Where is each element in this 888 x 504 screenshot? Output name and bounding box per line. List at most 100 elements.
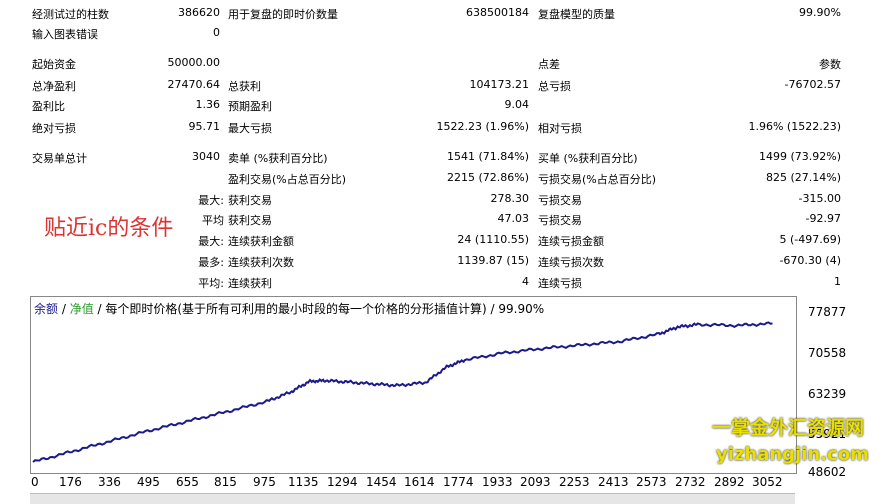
x-tick-label: 2253	[559, 475, 590, 489]
x-tick-label: 3052	[752, 475, 783, 489]
prefix-largest: 最大:	[198, 194, 224, 207]
label-average-consecutive-wins: 连续获利	[228, 277, 272, 290]
value-initial-deposit: 50000.00	[167, 56, 221, 69]
label-average-loss-trade: 亏损交易	[538, 214, 582, 227]
value-consecutive-wins-money: 24 (1110.55)	[457, 233, 529, 246]
label-largest-profit-trade: 获利交易	[228, 194, 272, 207]
y-tick-label: 70558	[808, 346, 847, 360]
x-tick-label: 1294	[327, 475, 358, 489]
label-expected-payoff: 预期盈利	[228, 100, 272, 113]
label-total-trades: 交易单总计	[32, 152, 87, 165]
label-gross-profit: 总获利	[228, 80, 261, 93]
y-tick-label: 77877	[808, 305, 847, 319]
value-expected-payoff: 9.04	[504, 98, 530, 111]
label-short-positions: 卖单 (%获利百分比)	[228, 152, 328, 165]
overlay-annotation: 贴近ic的条件	[44, 216, 174, 241]
value-maximal-drawdown: 1522.23 (1.96%)	[436, 120, 529, 133]
label-consecutive-wins-money: 连续获利金额	[228, 235, 294, 248]
value-largest-loss-trade: -315.00	[798, 192, 841, 205]
label-bars-tested: 经测试过的柱数	[32, 8, 109, 21]
label-initial-deposit: 起始资金	[32, 58, 76, 71]
value-average-consecutive-wins: 4	[522, 275, 529, 288]
y-tick-label: 48602	[808, 465, 847, 479]
x-tick-label: 336	[98, 475, 121, 489]
value-ticks-modelled: 638500184	[466, 6, 529, 19]
legend-balance: 余额	[34, 302, 59, 316]
value-absolute-drawdown: 95.71	[188, 120, 221, 133]
x-tick-label: 2093	[520, 475, 551, 489]
y-tick-label: 63239	[808, 387, 847, 401]
legend-separator: /	[58, 302, 70, 316]
value-average-consecutive-losses: 1	[834, 275, 841, 288]
brand-url: yizhangjin.com	[716, 444, 869, 465]
x-tick-label: 1454	[366, 475, 397, 489]
prefix-average: 平均	[202, 214, 224, 227]
label-long-positions: 买单 (%获利百分比)	[538, 152, 638, 165]
x-tick-label: 2892	[714, 475, 745, 489]
x-tick-label: 2413	[598, 475, 629, 489]
label-total-net-profit: 总净盈利	[32, 80, 76, 93]
prefix-maximal: 最多:	[198, 256, 224, 269]
label-modelling-quality: 复盘模型的质量	[538, 8, 615, 21]
y-tick-label: 55921	[808, 427, 847, 441]
prefix-maximum: 最大:	[198, 235, 224, 248]
value-total-trades: 3040	[192, 150, 220, 163]
label-absolute-drawdown: 绝对亏损	[32, 122, 76, 135]
value-total-net-profit: 27470.64	[167, 78, 221, 91]
legend-description: / 每个即时价格(基于所有可利用的最小时段的每一个价格的分形插值计算) / 99…	[93, 302, 545, 316]
value-gross-profit: 104173.21	[469, 78, 530, 91]
label-average-consecutive-losses: 连续亏损	[538, 277, 582, 290]
equity-chart	[30, 296, 797, 474]
value-profit-factor: 1.36	[195, 98, 221, 111]
value-bars-tested: 386620	[178, 6, 220, 19]
value-short-positions: 1541 (71.84%)	[446, 150, 529, 163]
label-gross-loss: 总亏损	[538, 80, 571, 93]
x-tick-label: 975	[253, 475, 276, 489]
value-loss-trades: 825 (27.14%)	[765, 171, 841, 184]
label-loss-trades: 亏损交易(%占总百分比)	[538, 173, 657, 186]
x-tick-label: 176	[59, 475, 82, 489]
value-mismatched-chart-errors: 0	[213, 26, 220, 39]
x-tick-label: 1135	[288, 475, 319, 489]
value-gross-loss: -76702.57	[784, 78, 841, 91]
value-consecutive-loss-count: -670.30 (4)	[779, 254, 841, 267]
x-tick-label: 495	[137, 475, 160, 489]
label-maximal-drawdown: 最大亏损	[228, 122, 272, 135]
label-ticks-modelled: 用于复盘的即时价数量	[228, 8, 338, 21]
x-tick-label: 2573	[636, 475, 667, 489]
value-long-positions: 1499 (73.92%)	[758, 150, 841, 163]
tester-tab-bar[interactable]	[30, 493, 795, 504]
value-modelling-quality: 99.90%	[799, 6, 841, 19]
value-spread: 参数	[819, 58, 841, 71]
x-tick-label: 655	[176, 475, 199, 489]
label-average-profit-trade: 获利交易	[228, 214, 272, 227]
label-spread: 点差	[538, 58, 560, 71]
x-tick-label: 1933	[482, 475, 513, 489]
equity-chart-plot	[32, 321, 773, 463]
series-line-0	[32, 321, 773, 463]
value-relative-drawdown: 1.96% (1522.23)	[748, 120, 841, 133]
label-relative-drawdown: 相对亏损	[538, 122, 582, 135]
prefix-average-consecutive: 平均:	[198, 277, 224, 290]
legend-equity: 净值	[69, 302, 94, 316]
x-tick-label: 1774	[443, 475, 474, 489]
label-consecutive-loss-count: 连续亏损次数	[538, 256, 604, 269]
label-largest-loss-trade: 亏损交易	[538, 194, 582, 207]
label-consecutive-losses-money: 连续亏损金额	[538, 235, 604, 248]
value-average-loss-trade: -92.97	[805, 212, 841, 225]
x-tick-label: 1614	[404, 475, 435, 489]
value-consecutive-losses-money: 5 (-497.69)	[779, 233, 841, 246]
value-consecutive-profit-count: 1139.87 (15)	[457, 254, 529, 267]
label-profit-factor: 盈利比	[32, 100, 65, 113]
label-mismatched-chart-errors: 输入图表错误	[32, 28, 98, 41]
label-profit-trades: 盈利交易(%占总百分比)	[228, 173, 347, 186]
x-tick-label: 0	[31, 475, 39, 489]
x-tick-label: 815	[214, 475, 237, 489]
value-profit-trades: 2215 (72.86%)	[446, 171, 529, 184]
x-tick-label: 2732	[675, 475, 706, 489]
value-average-profit-trade: 47.03	[497, 212, 530, 225]
brand-title: 一掌金外汇资源网	[712, 417, 865, 439]
label-consecutive-profit-count: 连续获利次数	[228, 256, 294, 269]
value-largest-profit-trade: 278.30	[490, 192, 530, 205]
chart-legend: 余额 / 净值 / 每个即时价格(基于所有可利用的最小时段的每一个价格的分形插值…	[34, 300, 544, 317]
